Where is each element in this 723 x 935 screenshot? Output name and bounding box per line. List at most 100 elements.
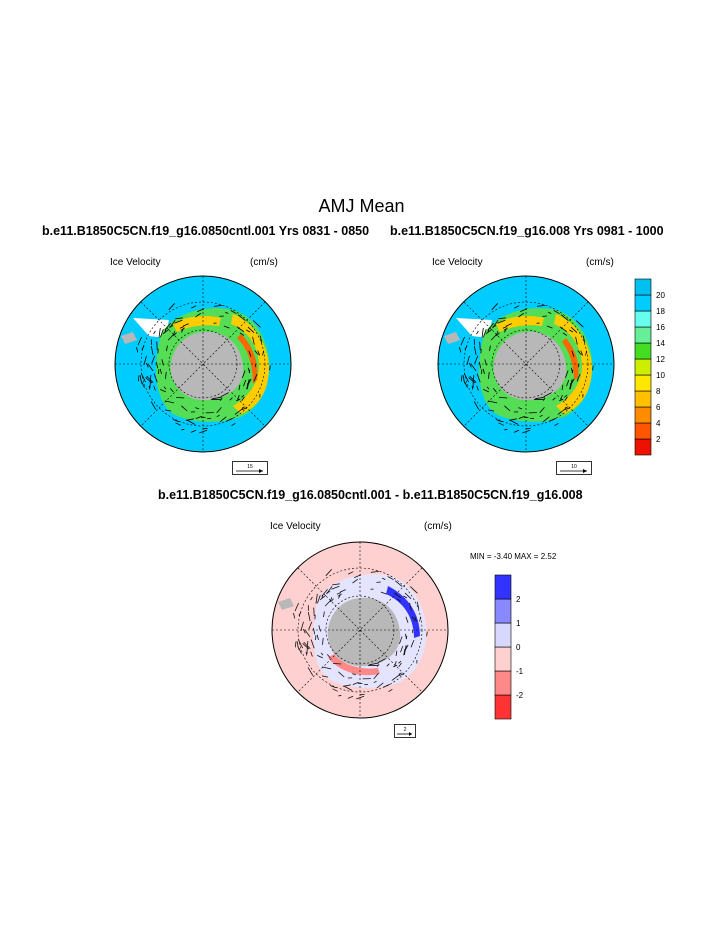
velocity-arrow [320,652,324,656]
velocity-arrow [387,576,394,581]
velocity-arrow [520,308,528,312]
colorbar-tick-label: -1 [516,667,524,676]
reference-vector-label: 15 [247,464,253,470]
velocity-arrow [329,685,337,689]
velocity-arrow [219,416,227,423]
velocity-arrow [160,329,164,338]
velocity-arrow [348,571,354,575]
velocity-arrow [150,401,157,410]
colorbar-box [494,574,512,600]
colorbar-box [634,294,652,312]
velocity-arrow [470,363,477,372]
velocity-arrow [315,593,318,604]
velocity-arrow [186,419,196,425]
panel-3-subtitle: b.e11.B1850C5CN.f19_g16.0850cntl.001 - b… [158,488,583,502]
velocity-arrow [487,322,494,331]
colorbar-tick-label: 10 [656,371,665,380]
velocity-arrow [151,355,156,364]
velocity-arrow [226,417,233,422]
velocity-arrow [463,380,466,384]
velocity-arrow [577,350,582,356]
velocity-arrow [234,408,244,415]
velocity-arrow [391,674,401,681]
velocity-arrow [246,329,251,333]
velocity-arrow [518,312,525,318]
velocity-arrow [317,655,323,659]
velocity-arrow [302,643,310,650]
colorbar-box [494,694,512,720]
velocity-arrow [405,616,409,623]
velocity-arrow [394,580,403,587]
velocity-arrow [487,400,498,404]
colorbar-tick-label: 2 [516,595,521,604]
velocity-arrow [508,418,517,421]
velocity-arrow [522,429,531,434]
velocity-arrow [566,379,570,387]
velocity-arrow [172,419,180,423]
velocity-arrow [302,628,306,634]
velocity-arrow [466,355,470,366]
velocity-arrow [191,305,197,309]
velocity-arrow [173,332,177,336]
velocity-arrow [569,329,574,333]
velocity-arrow [236,398,241,402]
velocity-arrow [471,385,474,390]
velocity-arrow [197,308,205,312]
velocity-arrow [562,332,568,336]
velocity-arrow [404,633,408,640]
velocity-arrow [223,325,230,329]
colorbar-tick-label: 4 [656,419,661,428]
velocity-arrow [398,672,402,675]
velocity-arrow [502,326,507,329]
velocity-arrow [505,323,512,327]
velocity-vectors [459,303,594,434]
velocity-arrow [483,329,487,338]
velocity-arrow [247,379,250,390]
colorbar-box [634,438,652,456]
velocity-arrow [319,594,327,601]
velocity-arrow [570,379,573,390]
velocity-arrow [324,600,331,607]
velocity-arrow [571,350,575,357]
velocity-arrow [561,384,564,391]
velocity-arrow [239,332,245,336]
velocity-arrow [216,414,220,418]
velocity-arrow [395,650,398,657]
colorbar-box [634,342,652,360]
colorbar-tick-label: 18 [656,307,665,316]
velocity-arrow [398,662,402,668]
velocity-arrow [479,341,481,351]
velocity-arrow [491,303,498,311]
panel-2-variable-label: Ice Velocity [432,257,483,268]
velocity-arrow [535,396,545,400]
velocity-arrow [219,397,223,401]
velocity-arrow [181,405,188,412]
velocity-arrow [310,651,313,657]
map-border [271,541,449,719]
velocity-arrow [174,319,183,324]
velocity-arrow [137,336,142,346]
velocity-arrow [165,371,167,379]
velocity-arrow [382,577,386,580]
velocity-arrow [399,636,403,645]
velocity-arrow [175,397,185,399]
velocity-arrow [468,362,472,368]
velocity-arrow [294,641,297,648]
velocity-arrow [504,428,508,431]
velocity-arrow [241,396,245,402]
velocity-arrow [252,336,255,345]
map-border [437,275,615,453]
velocity-arrow [190,429,197,433]
velocity-arrow [169,388,174,393]
velocity-arrow [168,303,175,311]
antarctica [327,597,401,667]
velocity-arrow [181,428,185,431]
velocity-arrow [225,311,229,314]
velocity-arrow [416,601,420,610]
velocity-arrow [238,384,241,391]
velocity-arrow [313,607,315,617]
velocity-arrow [476,330,479,335]
velocity-arrow [164,409,172,412]
velocity-arrow [592,365,594,371]
velocity-arrow [492,325,497,328]
